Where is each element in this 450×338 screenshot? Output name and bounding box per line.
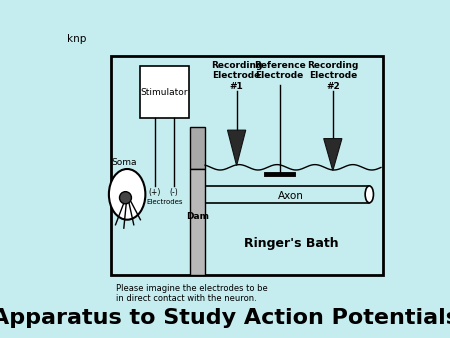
- Circle shape: [120, 192, 131, 204]
- Bar: [190, 169, 205, 275]
- Text: Recording
Electrode
#1: Recording Electrode #1: [211, 61, 262, 91]
- Bar: [140, 66, 189, 118]
- Text: Stimulator: Stimulator: [141, 88, 188, 97]
- Text: Please imagine the electrodes to be
in direct contact with the neuron.: Please imagine the electrodes to be in d…: [116, 284, 267, 303]
- Ellipse shape: [365, 186, 374, 203]
- Polygon shape: [324, 139, 342, 171]
- Text: Reference
Electrode: Reference Electrode: [254, 61, 306, 80]
- Text: Recording
Electrode
#2: Recording Electrode #2: [307, 61, 359, 91]
- Polygon shape: [228, 130, 246, 166]
- Text: Axon: Axon: [279, 191, 304, 201]
- Bar: [190, 127, 205, 169]
- Text: Ringer's Bath: Ringer's Bath: [244, 237, 339, 250]
- Text: Dam: Dam: [186, 212, 209, 221]
- Text: knp: knp: [68, 34, 87, 44]
- Bar: [205, 186, 369, 203]
- Text: Apparatus to Study Action Potentials: Apparatus to Study Action Potentials: [0, 308, 450, 328]
- Ellipse shape: [109, 169, 145, 220]
- Bar: [111, 56, 382, 275]
- Text: Electrodes: Electrodes: [146, 199, 183, 205]
- Text: Soma: Soma: [111, 158, 136, 167]
- Text: (-): (-): [170, 188, 179, 197]
- Text: (+): (+): [148, 188, 161, 197]
